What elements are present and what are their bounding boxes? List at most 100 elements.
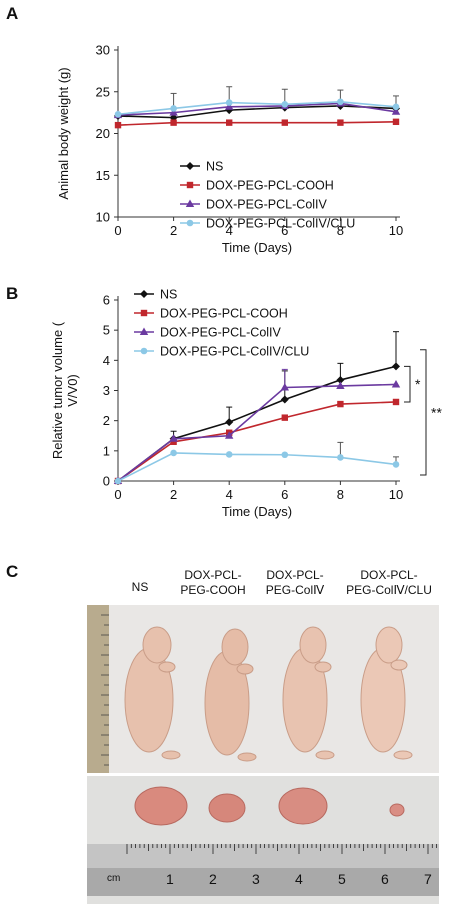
chart-a-y-tick-label: 20	[96, 126, 110, 141]
vertical-ruler-ticks	[101, 614, 109, 766]
chart-b-series-dox-peg-pcl-coliv-clu	[114, 441, 400, 485]
ruler-number: 5	[338, 871, 346, 887]
column-header-cooh-line2: PEG-COOH	[180, 583, 246, 597]
column-header-ns: NS	[110, 580, 170, 595]
chart-b-y-tick-label: 6	[103, 293, 110, 308]
chart-a-series-dox-peg-pcl-coliv-clu-point	[392, 103, 400, 111]
chart-b-series-dox-peg-pcl-coliv-point	[169, 434, 178, 442]
chart-a-series-dox-peg-pcl-coliv-clu	[114, 86, 400, 118]
chart-a-series-dox-peg-pcl-coliv-point	[391, 107, 401, 115]
column-header-coliv-clu-line1: DOX-PCL-	[360, 568, 418, 582]
mice-photo	[87, 605, 439, 773]
significance-marker: *	[415, 376, 421, 392]
column-header-coliv: DOX-PCL- PEG-ColⅣ	[252, 568, 338, 598]
chart-b-legend-marker	[139, 327, 149, 335]
chart-a-series-dox-peg-pcl-coliv-clu-point	[225, 99, 233, 106]
column-header-cooh-line1: DOX-PCL-	[184, 568, 242, 582]
significance-marker: **	[431, 404, 442, 420]
chart-a-x-axis-label: Time (Days)	[222, 240, 292, 255]
chart-b-y-tick-label: 5	[103, 323, 110, 338]
chart-b-legend-entry: DOX-PEG-PCL-ColIV/CLU	[160, 345, 309, 359]
ruler-number: 2	[209, 871, 217, 887]
ruler-number: 6	[381, 871, 389, 887]
chart-a-x-tick-label: 4	[226, 223, 233, 238]
horizontal-ruler-ticks	[126, 844, 438, 854]
significance-bracket: **	[420, 349, 442, 476]
mouse-cooh	[204, 628, 257, 762]
chart-a-y-tick-label: 10	[96, 210, 110, 225]
chart-b-series-dox-peg-pcl-coliv-clu-point	[225, 451, 233, 458]
chart-b-y-tick-label: 1	[103, 443, 110, 458]
ruler-number: 7	[424, 871, 432, 887]
panel-label-b: B	[6, 284, 19, 303]
chart-b-legend: NS DOX-PEG-PCL-COOH DOX-PEG-PCL-ColIV DOX-P…	[134, 288, 309, 359]
column-header-ns-line1: NS	[131, 580, 149, 594]
chart-a-y-axis-label: Animal body weight (g)	[56, 67, 71, 199]
chart-b-series-ns-point	[392, 362, 400, 371]
chart-a-series-dox-peg-pcl-coliv-line	[117, 102, 397, 116]
chart-a-series-dox-peg-pcl-cooh-point	[281, 119, 288, 126]
chart-b-series-dox-peg-pcl-cooh-point	[337, 400, 344, 408]
ruler-number: 3	[252, 871, 260, 887]
chart-b-series-dox-peg-pcl-coliv-clu-line	[117, 452, 397, 482]
chart-a-series-ns-line	[117, 105, 397, 119]
chart-b-series-dox-peg-pcl-cooh-point	[392, 398, 400, 406]
chart-a-legend-marker	[185, 199, 195, 207]
chart-b-x-tick-label: 2	[170, 487, 177, 502]
mouse-coliv	[282, 626, 335, 760]
chart-b-y-tick-label: 4	[103, 353, 110, 368]
chart-a-x-tick-label: 2	[170, 223, 177, 238]
chart-b: 0 2 4 6 8 10 0 1 2 3 4 5 6 Time (Days) Relative tumor …	[50, 288, 442, 520]
chart-a-series-dox-peg-pcl-cooh-point	[170, 119, 177, 126]
tumor-coliv	[278, 787, 328, 825]
chart-b-series-dox-peg-pcl-coliv	[113, 368, 401, 484]
chart-a-x-tick-label: 8	[337, 223, 344, 238]
ruler-numbers: 1 2 3 4 5 6 7	[166, 871, 432, 887]
tumor-ns	[134, 786, 188, 826]
chart-b-x-tick-label: 4	[226, 487, 233, 502]
chart-b-y-tick-label: 2	[103, 413, 110, 428]
chart-a-series-dox-peg-pcl-cooh-point	[337, 119, 344, 126]
column-header-coliv-clu: DOX-PCL- PEG-ColⅣ/CLU	[330, 568, 448, 598]
chart-b-series-dox-peg-pcl-coliv-clu-point	[392, 461, 400, 468]
mouse-ns	[124, 626, 181, 760]
column-header-cooh: DOX-PCL- PEG-COOH	[168, 568, 258, 598]
chart-b-x-tick-label: 8	[337, 487, 344, 502]
chart-b-x-tick-label: 6	[281, 487, 288, 502]
chart-a-series-dox-peg-pcl-cooh-point	[226, 119, 233, 126]
chart-b-series-ns-point	[336, 375, 345, 384]
chart-b-legend-marker	[140, 309, 148, 317]
chart-a-legend-entry: DOX-PEG-PCL-ColIV/CLU	[206, 217, 355, 231]
chart-a-series-dox-peg-pcl-coliv-point	[169, 108, 178, 116]
chart-b-series-dox-peg-pcl-coliv-line	[117, 383, 397, 482]
panel-label-a: A	[6, 4, 19, 23]
chart-b-x-tick-label: 0	[114, 487, 121, 502]
chart-b-series-ns-point	[280, 395, 289, 404]
excised-tumors	[134, 786, 405, 826]
tumors-photo: cm 1 2 3 4 5 6 7	[87, 776, 439, 904]
chart-b-legend-entry: DOX-PEG-PCL-ColIV	[160, 326, 282, 340]
chart-b-series-dox-peg-pcl-cooh-point	[170, 438, 177, 445]
chart-a-series-dox-peg-pcl-cooh-point	[392, 118, 400, 126]
column-header-coliv-line1: DOX-PCL-	[266, 568, 324, 582]
chart-b-legend-marker	[140, 347, 148, 355]
chart-b-series-dox-peg-pcl-coliv-point	[280, 382, 289, 391]
chart-b-series-dox-peg-pcl-coliv-clu-point	[281, 451, 289, 459]
chart-a-legend-marker	[186, 219, 194, 227]
tumor-coliv-clu	[389, 803, 405, 817]
chart-b-x-tick-label: 10	[389, 487, 403, 502]
chart-a-y-tick-label: 15	[96, 168, 110, 183]
chart-a-series-ns	[114, 101, 400, 122]
chart-b-y-tick-label: 0	[103, 474, 110, 489]
tumor-cooh	[208, 793, 246, 823]
chart-a-series-dox-peg-pcl-coliv-point	[225, 102, 234, 110]
ruler-number: 4	[295, 871, 303, 887]
ruler-number: 1	[166, 871, 174, 887]
chart-a-series-dox-peg-pcl-cooh-line	[117, 121, 397, 126]
chart-b-x-axis-label: Time (Days)	[222, 504, 292, 519]
chart-a-legend: NS DOX-PEG-PCL-COOH DOX-PEG-PCL-ColIV DOX-P…	[180, 160, 355, 231]
chart-a-series-dox-peg-pcl-cooh-point	[114, 121, 122, 129]
chart-a-series-dox-peg-pcl-coliv-clu-point	[281, 100, 289, 108]
column-header-coliv-clu-line2: PEG-ColⅣ/CLU	[346, 583, 432, 597]
chart-a-x-tick-label: 10	[389, 223, 403, 238]
